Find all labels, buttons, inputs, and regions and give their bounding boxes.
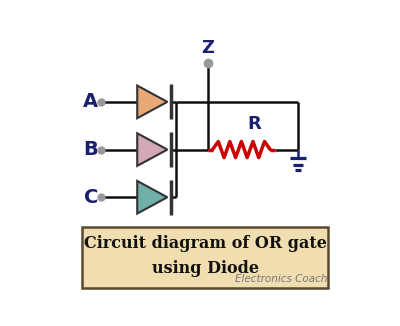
Text: Z: Z <box>201 39 214 57</box>
Text: C: C <box>84 188 98 207</box>
Text: Electronics Coach: Electronics Coach <box>236 274 328 284</box>
Text: B: B <box>84 140 98 159</box>
FancyBboxPatch shape <box>82 228 328 288</box>
Polygon shape <box>137 181 167 214</box>
Polygon shape <box>137 133 167 166</box>
Text: R: R <box>247 115 261 133</box>
Text: A: A <box>83 92 98 111</box>
Text: Circuit diagram of OR gate
using Diode: Circuit diagram of OR gate using Diode <box>84 235 326 277</box>
Polygon shape <box>137 85 167 118</box>
